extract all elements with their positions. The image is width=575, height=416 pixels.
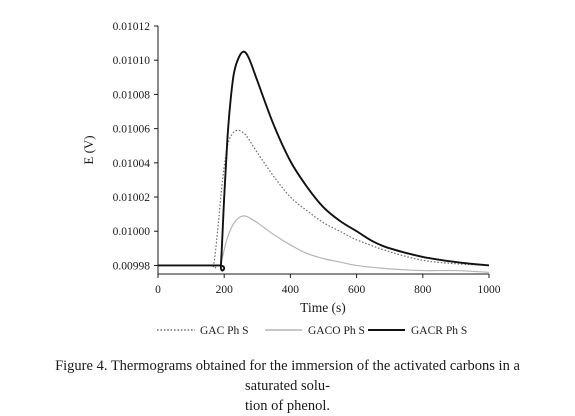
y-tick-label: 0.01002	[113, 192, 151, 204]
legend-label: GAC Ph S	[200, 325, 249, 337]
x-ticks: 0 200 400 600 800 1000	[155, 274, 501, 296]
legend: GAC Ph S GACO Ph S GACR Ph S	[157, 325, 467, 337]
y-tick-label: 0.01010	[113, 55, 151, 67]
figure-caption: Figure 4. Thermograms obtained for the i…	[40, 356, 535, 416]
y-tick-label: 0.01004	[113, 158, 151, 170]
y-tick-label: 0.01000	[113, 226, 151, 238]
series-line-gacr-ph-s	[158, 50, 490, 272]
legend-label: GACO Ph S	[308, 325, 365, 337]
y-tick-label: 0.01012	[113, 21, 151, 33]
x-tick-label: 800	[414, 284, 432, 296]
caption-line-2: tion of phenol.	[245, 398, 330, 414]
series-line-gac-ph-s	[158, 129, 490, 269]
series-lines	[158, 50, 490, 273]
x-tick-label: 400	[282, 284, 300, 296]
x-tick-label: 0	[155, 284, 161, 296]
legend-label: GACR Ph S	[411, 325, 467, 337]
y-tick-label: 0.01008	[113, 89, 151, 101]
x-tick-label: 1000	[478, 284, 501, 296]
x-axis-label: Time (s)	[300, 300, 346, 315]
caption-line-1: Figure 4. Thermograms obtained for the i…	[55, 358, 520, 394]
y-tick-label: 0.00998	[113, 260, 151, 272]
y-axis-label: E (V)	[81, 135, 96, 164]
x-tick-label: 600	[348, 284, 366, 296]
plot-frame	[157, 26, 489, 275]
series-line-gaco-ph-s	[158, 215, 490, 273]
y-ticks: 0.00998 0.01000 0.01002 0.01004 0.01006 0.010…	[113, 21, 158, 272]
x-tick-label: 200	[216, 284, 234, 296]
y-tick-label: 0.01006	[113, 124, 151, 136]
